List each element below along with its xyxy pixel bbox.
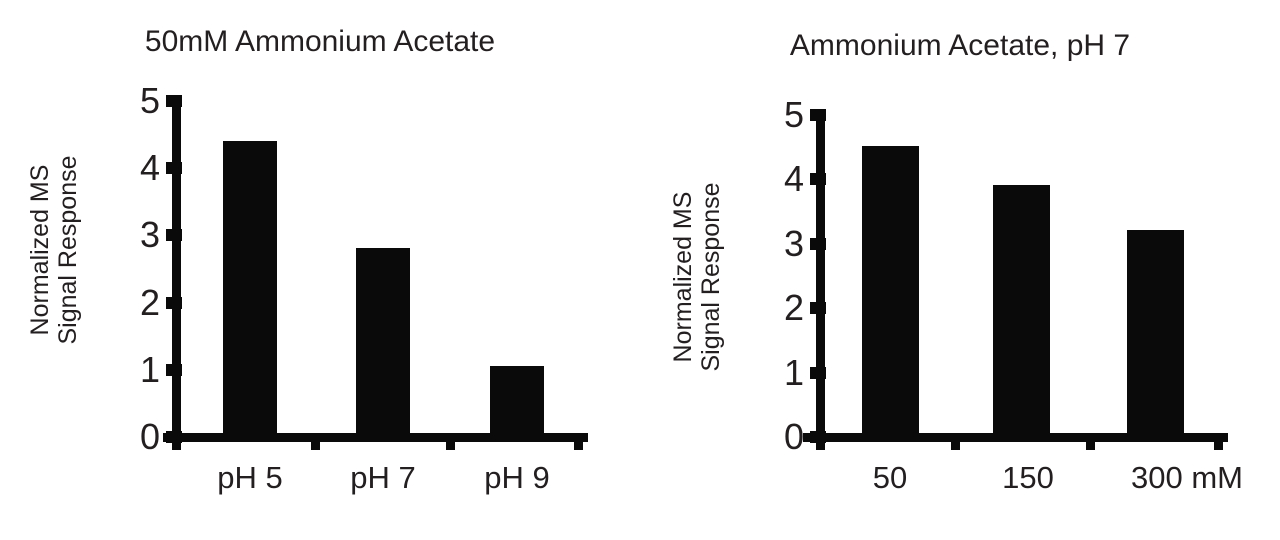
bar: [223, 141, 277, 433]
x-category-label: pH 5: [217, 460, 283, 495]
plot-area: 0 1 2 3 4 5 pH 5 pH 7 pH 9: [139, 80, 588, 495]
x-category-label: pH 7: [350, 460, 416, 495]
chart-ph-effect: 50mM Ammonium Acetate Normalized MS Sign…: [26, 25, 588, 495]
bar: [993, 185, 1050, 433]
y-tick: [810, 302, 826, 315]
x-category-label: 150: [1002, 460, 1054, 495]
y-axis-line: [172, 97, 181, 450]
y-tick: [810, 366, 826, 379]
chart-title: 50mM Ammonium Acetate: [144, 25, 496, 58]
y-tick-label: 5: [783, 94, 804, 135]
bar: [862, 146, 919, 433]
y-tick-label: 1: [139, 348, 160, 390]
y-tick: [166, 363, 182, 376]
y-tick-label: 3: [139, 214, 160, 256]
y-tick: [810, 173, 826, 186]
y-tick-label: 1: [783, 351, 804, 393]
y-tick-label: 4: [783, 158, 804, 200]
y-tick-label: 2: [139, 281, 160, 323]
x-axis-line: [803, 433, 1228, 442]
x-tick: [1214, 442, 1223, 450]
bar: [356, 248, 410, 433]
y-tick: [166, 95, 182, 107]
plot-area: 0 1 2 3 4 5 50 150 300 mM: [640, 0, 1280, 540]
y-tick: [810, 237, 826, 250]
y-tick-label: 0: [783, 416, 804, 457]
y-tick-label: 4: [139, 147, 160, 189]
y-tick-label: 5: [139, 80, 160, 121]
y-tick: [810, 109, 826, 121]
y-tick: [166, 431, 182, 443]
x-tick: [1086, 442, 1095, 450]
y-axis-line: [816, 111, 825, 450]
x-category-label: 300 mM: [1131, 460, 1243, 495]
bar: [1127, 230, 1184, 433]
x-tick: [574, 442, 583, 450]
y-tick: [810, 431, 826, 443]
y-tick-label: 2: [783, 287, 804, 329]
y-tick-label: 3: [783, 222, 804, 264]
y-tick: [166, 229, 182, 242]
x-category-label: pH 9: [484, 460, 550, 495]
y-tick: [166, 296, 182, 309]
y-tick: [166, 162, 182, 175]
chart-concentration-effect: Ammonium Acetate, pH 7 Normalized MS Sig…: [640, 0, 1280, 540]
x-axis-line: [163, 433, 588, 442]
x-tick: [446, 442, 455, 450]
bar: [490, 366, 544, 433]
x-tick: [311, 442, 320, 450]
chart-title: Ammonium Acetate, pH 7: [789, 29, 1131, 62]
x-tick: [951, 442, 960, 450]
x-category-label: 50: [872, 460, 908, 495]
y-tick-label: 0: [139, 416, 160, 457]
